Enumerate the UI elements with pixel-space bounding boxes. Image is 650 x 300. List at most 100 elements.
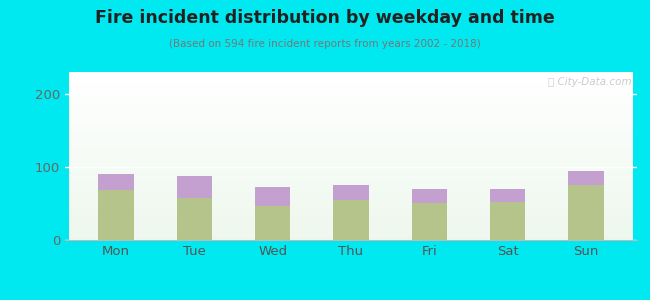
Bar	[69, 110, 633, 111]
Legend: AM, PM: AM, PM	[292, 298, 410, 300]
Bar	[69, 86, 633, 87]
Bar	[69, 161, 633, 162]
Bar	[69, 96, 633, 97]
Bar	[69, 185, 633, 186]
Bar	[69, 194, 633, 195]
Bar	[69, 214, 633, 215]
Bar	[69, 219, 633, 220]
Bar	[333, 200, 369, 240]
Bar	[69, 147, 633, 148]
Bar	[69, 162, 633, 163]
Bar	[69, 169, 633, 170]
Bar	[69, 98, 633, 99]
Bar	[69, 73, 633, 74]
Bar	[69, 116, 633, 117]
Bar	[69, 105, 633, 106]
Bar	[69, 85, 633, 86]
Bar	[69, 239, 633, 240]
Bar	[69, 221, 633, 222]
Bar	[69, 192, 633, 193]
Bar	[255, 206, 291, 240]
Bar	[69, 158, 633, 159]
Bar	[69, 179, 633, 180]
Bar	[69, 165, 633, 166]
Bar	[69, 142, 633, 143]
Bar	[69, 106, 633, 107]
Bar	[69, 168, 633, 169]
Bar	[569, 171, 604, 185]
Bar	[69, 122, 633, 123]
Text: (Based on 594 fire incident reports from years 2002 - 2018): (Based on 594 fire incident reports from…	[169, 39, 481, 49]
Bar	[69, 213, 633, 214]
Bar	[69, 123, 633, 124]
Bar	[69, 140, 633, 141]
Bar	[69, 232, 633, 233]
Bar	[69, 155, 633, 156]
Bar	[69, 75, 633, 76]
Bar	[69, 117, 633, 118]
Bar	[69, 81, 633, 82]
Bar	[69, 191, 633, 192]
Bar	[69, 166, 633, 167]
Bar	[69, 91, 633, 92]
Bar	[69, 84, 633, 85]
Bar	[69, 204, 633, 205]
Bar	[69, 125, 633, 126]
Bar	[69, 132, 633, 133]
Bar	[69, 182, 633, 183]
Bar	[69, 152, 633, 153]
Bar	[69, 163, 633, 164]
Bar	[69, 208, 633, 209]
Bar	[69, 223, 633, 224]
Bar	[69, 111, 633, 112]
Bar	[69, 176, 633, 177]
Bar	[69, 143, 633, 144]
Bar	[69, 177, 633, 178]
Bar	[69, 137, 633, 138]
Text: Fire incident distribution by weekday and time: Fire incident distribution by weekday an…	[95, 9, 555, 27]
Bar	[69, 72, 633, 73]
Bar	[69, 120, 633, 121]
Bar	[69, 226, 633, 227]
Bar	[69, 189, 633, 190]
Bar	[98, 174, 133, 190]
Bar	[69, 74, 633, 75]
Bar	[69, 172, 633, 173]
Bar	[69, 209, 633, 210]
Bar	[69, 128, 633, 129]
Bar	[69, 190, 633, 191]
Bar	[69, 126, 633, 127]
Bar	[69, 184, 633, 185]
Bar	[69, 94, 633, 95]
Bar	[69, 237, 633, 238]
Bar	[69, 225, 633, 226]
Bar	[69, 104, 633, 105]
Bar	[69, 103, 633, 104]
Bar	[69, 186, 633, 187]
Bar	[69, 211, 633, 212]
Bar	[69, 109, 633, 110]
Bar	[69, 153, 633, 154]
Bar	[69, 76, 633, 77]
Bar	[69, 135, 633, 136]
Bar	[69, 87, 633, 88]
Bar	[69, 112, 633, 113]
Bar	[69, 228, 633, 229]
Bar	[69, 144, 633, 145]
Bar	[69, 101, 633, 102]
Bar	[69, 173, 633, 174]
Bar	[69, 170, 633, 171]
Bar	[69, 212, 633, 213]
Bar	[69, 89, 633, 90]
Bar	[69, 235, 633, 236]
Bar	[69, 202, 633, 203]
Bar	[69, 227, 633, 228]
Bar	[69, 175, 633, 176]
Bar	[69, 233, 633, 234]
Bar	[177, 176, 212, 198]
Bar	[69, 174, 633, 175]
Bar	[69, 121, 633, 122]
Bar	[69, 160, 633, 161]
Bar	[69, 238, 633, 239]
Bar	[69, 100, 633, 101]
